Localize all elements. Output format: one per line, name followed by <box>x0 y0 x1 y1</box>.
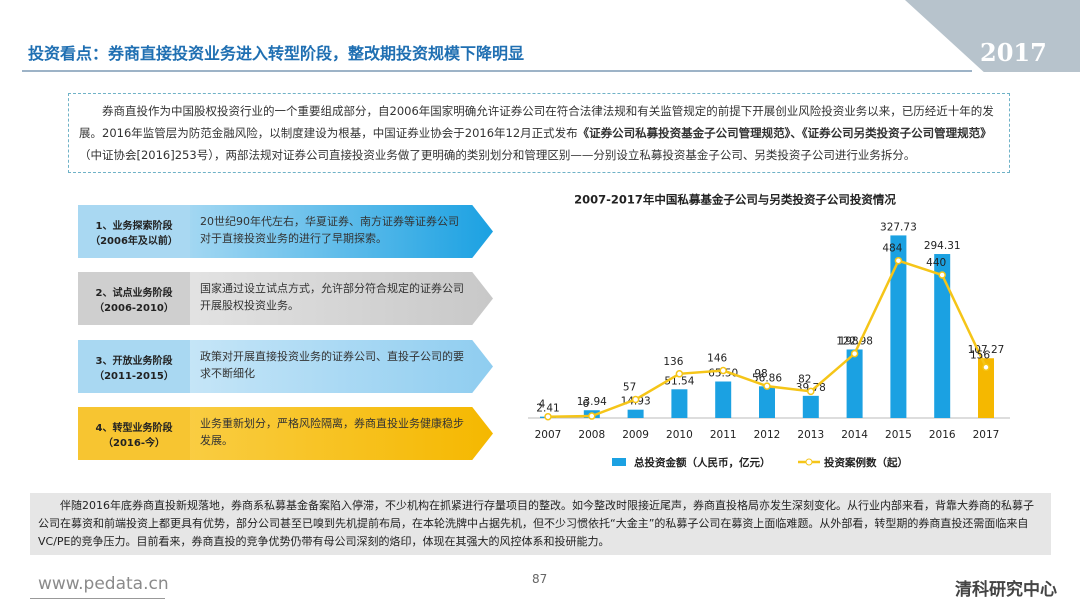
x-tick-label: 2016 <box>929 429 956 441</box>
line-value-label: 136 <box>663 356 683 368</box>
intro-text: 券商直投作为中国股权投资行业的一个重要组成部分，自2006年国家明确允许证券公司… <box>79 104 994 140</box>
stage-text: 国家通过设立试点方式，允许部分符合规定的证券公司开展股权投资业务。 <box>200 282 464 312</box>
stage: 2、试点业务阶段 （2006-2010） 国家通过设立试点方式，允许部分符合规定的证… <box>78 272 493 325</box>
line-point <box>631 395 640 404</box>
stage-period: （2006-2010） <box>94 302 174 314</box>
slide-title: 投资看点：券商直接投资业务进入转型阶段，整改期投资规模下降明显 <box>28 44 525 63</box>
line-point <box>982 363 990 372</box>
x-tick-label: 2015 <box>885 429 912 441</box>
line-value-label: 198 <box>839 336 859 348</box>
stage-label: 3、开放业务阶段 <box>95 355 173 367</box>
title-rule <box>22 70 972 72</box>
bar <box>802 395 819 418</box>
website-rule <box>30 598 165 599</box>
stage-label-box: 2、试点业务阶段 （2006-2010） <box>78 272 190 325</box>
stage-label: 4、转型业务阶段 <box>95 422 173 434</box>
bar-value-label: 2.41 <box>536 403 559 415</box>
line-point <box>938 271 946 279</box>
bar <box>890 235 907 418</box>
stage: 1、业务探索阶段 （2006年及以前） 20世纪90年代左右，华夏证券、南方证券等证… <box>78 205 493 258</box>
stage-text: 政策对开展直接投资业务的证券公司、直投子公司的要求不断细化 <box>200 350 464 380</box>
year: 2017 <box>980 38 1047 67</box>
line-point <box>544 412 552 421</box>
bar <box>715 381 732 418</box>
bar <box>978 358 994 418</box>
line-value-label: 156 <box>970 349 990 361</box>
bar-value-label: 122.98 <box>836 335 873 347</box>
bar <box>934 254 951 418</box>
intro-text: （中证协会[2016]253号），两部法规对证券公司直接投资业务做了更明确的类别… <box>79 148 916 162</box>
stage-text: 20世纪90年代左右，华夏证券、南方证券等证券公司对于直接投资业务的进行了早期探… <box>200 215 459 245</box>
chart: 2007-2017年中国私募基金子公司与另类投资子公司投资情况 2007 2008… <box>528 193 1010 469</box>
x-tick-label: 2011 <box>710 429 737 441</box>
line-value-label: 484 <box>882 243 902 255</box>
x-tick-label: 2008 <box>578 429 605 441</box>
x-tick-label: 2017 <box>973 429 1000 441</box>
line-value-label: 6 <box>582 398 589 410</box>
legend-label: 投资案例数（起） <box>824 456 908 469</box>
line-value-label: 146 <box>707 353 727 365</box>
stage-period: （2016-今） <box>103 437 165 449</box>
stage: 3、开放业务阶段 （2011-2015） 政策对开展直接投资业务的证券公司、直投子公… <box>78 340 493 393</box>
x-tick-label: 2014 <box>841 429 868 441</box>
bar <box>627 409 644 418</box>
x-tick-label: 2009 <box>622 429 649 441</box>
page-number: 87 <box>532 572 548 586</box>
bar <box>759 386 775 418</box>
brand: 清科研究中心 <box>955 580 1057 600</box>
stage-period: （2011-2015） <box>94 370 174 382</box>
line-value-label: 440 <box>926 257 946 269</box>
line-value-label: 82 <box>798 373 811 385</box>
stage: 4、转型业务阶段 （2016-今） 业务重新划分，严格风险隔离，券商直投业务健康稳步… <box>78 407 493 460</box>
line-point <box>588 412 596 420</box>
bar-value-label: 294.31 <box>924 240 961 252</box>
legend-swatch <box>805 458 813 466</box>
chart-title: 2007-2017年中国私募基金子公司与另类投资子公司投资情况 <box>574 193 896 207</box>
line-point <box>850 349 859 358</box>
intro-box: 券商直投作为中国股权投资行业的一个重要组成部分，自2006年国家明确允许证券公司… <box>68 93 1010 173</box>
stage-label: 2、试点业务阶段 <box>95 287 173 299</box>
line-value-label: 4 <box>539 399 546 411</box>
bar <box>671 389 688 418</box>
line-value-label: 98 <box>754 368 767 380</box>
stage-label-box: 4、转型业务阶段 （2016-今） <box>78 407 190 460</box>
x-tick-label: 2012 <box>754 429 781 441</box>
bar-value-label: 56.86 <box>752 372 782 384</box>
bar-value-label: 13.94 <box>577 396 607 408</box>
x-tick-label: 2007 <box>535 429 562 441</box>
intro-text: 《证券公司私募投资基金子公司管理规范》、《证券公司另类投资子公司管理规范》 <box>577 126 992 140</box>
summary: 伴随2016年底券商直投新规落地，券商系私募基金备案陷入停滞，不少机构在抓紧进行… <box>30 493 1051 555</box>
legend-label: 总投资金额（人民币，亿元） <box>634 456 771 469</box>
stage-label-box: 1、业务探索阶段 （2006年及以前） <box>78 205 190 258</box>
line-point <box>763 382 771 390</box>
line-point <box>719 366 727 375</box>
stage-text: 业务重新划分，严格风险隔离，券商直投业务健康稳步发展。 <box>200 417 464 447</box>
line-point <box>894 256 903 265</box>
line-value-label: 57 <box>623 381 636 393</box>
stage-label-box: 3、开放业务阶段 （2011-2015） <box>78 340 190 393</box>
bar <box>846 349 863 418</box>
legend-swatch <box>612 458 626 466</box>
line-point <box>675 370 684 378</box>
bar-value-label: 327.73 <box>880 221 917 233</box>
website: www.pedata.cn <box>38 574 169 594</box>
line-point <box>807 387 815 396</box>
stage-period: （2006年及以前） <box>90 235 178 247</box>
stage-label: 1、业务探索阶段 <box>95 220 173 232</box>
x-tick-label: 2010 <box>666 429 693 441</box>
x-tick-label: 2013 <box>797 429 824 441</box>
